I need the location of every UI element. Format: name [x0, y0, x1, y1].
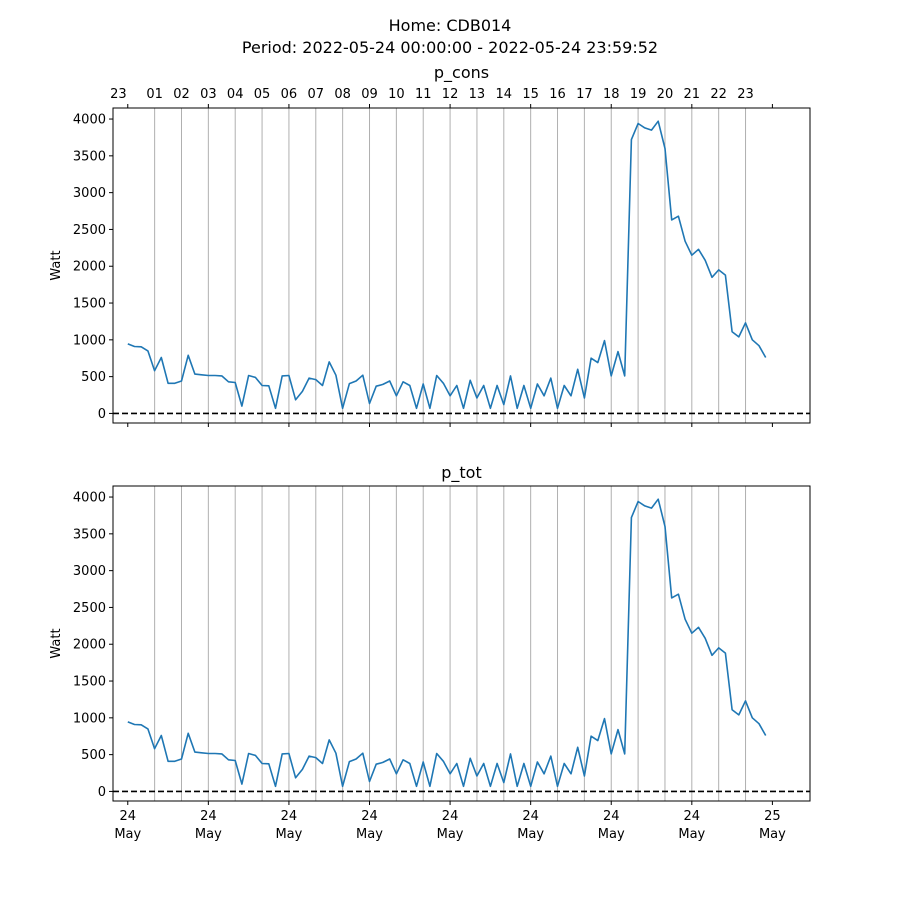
top-hour-tick-label: 18 [603, 87, 620, 102]
x-date-tick-month: May [517, 827, 544, 842]
y-tick-label: 1000 [73, 333, 106, 348]
top-hour-tick-label: 17 [576, 87, 593, 102]
x-date-tick-day: 24 [522, 809, 539, 824]
x-date-tick-day: 24 [442, 809, 459, 824]
y-tick-label: 3000 [73, 564, 106, 579]
x-date-tick-day: 24 [684, 809, 701, 824]
y-tick-label: 2500 [73, 223, 106, 238]
y-tick-label: 3000 [73, 186, 106, 201]
top-hour-tick-label: 23 [737, 87, 754, 102]
top-hour-tick-label: 16 [549, 87, 566, 102]
y-tick-label: 2500 [73, 601, 106, 616]
x-date-tick-month: May [114, 827, 141, 842]
top-hour-tick-label: 19 [630, 87, 647, 102]
p-tot-panel: 0 500 1000 1500 2000 2500 3000 3500 4000 Watt p_to… [49, 463, 811, 842]
series-line [127, 120, 767, 410]
top-hour-tick-label: 02 [173, 87, 190, 102]
top-hour-tick-label: 12 [442, 87, 459, 102]
panel-title: p_cons [434, 63, 489, 83]
top-hour-tick-label: 04 [227, 87, 244, 102]
axes-frame [112, 485, 811, 802]
top-hour-tick-label: 23 [110, 87, 127, 102]
y-tick-label: 0 [98, 785, 106, 800]
x-date-tick-day: 24 [361, 809, 378, 824]
x-date-tick-month: May [759, 827, 786, 842]
x-date-tick-month: May [275, 827, 302, 842]
series-line [127, 498, 767, 788]
top-hour-tick-label: 21 [684, 87, 701, 102]
y-tick-label: 1500 [73, 675, 106, 690]
figure-title-line1: Home: CDB014 [389, 16, 512, 35]
top-hour-tick-label: 22 [710, 87, 727, 102]
figure-title-line2: Period: 2022-05-24 00:00:00 - 2022-05-24… [242, 38, 658, 57]
top-hour-tick-label: 13 [469, 87, 486, 102]
top-hour-tick-label: 01 [146, 87, 163, 102]
x-date-tick-month: May [356, 827, 383, 842]
x-date-tick-day: 24 [119, 809, 136, 824]
y-tick-label: 1500 [73, 297, 106, 312]
y-tick-label: 4000 [73, 491, 106, 506]
x-date-tick-day: 24 [281, 809, 298, 824]
y-axis-label: Watt [49, 628, 64, 658]
x-date-tick-day: 24 [200, 809, 217, 824]
top-hour-tick-label: 10 [388, 87, 405, 102]
top-hour-tick-label: 03 [200, 87, 217, 102]
top-hour-tick-label: 09 [361, 87, 378, 102]
y-tick-label: 3500 [73, 149, 106, 164]
x-date-tick-month: May [678, 827, 705, 842]
top-hour-tick-label: 20 [657, 87, 674, 102]
top-hour-tick-label: 08 [334, 87, 351, 102]
x-date-tick-month: May [195, 827, 222, 842]
panel-title: p_tot [441, 463, 482, 483]
top-hour-tick-label: 06 [281, 87, 298, 102]
top-hour-tick-label: 05 [254, 87, 271, 102]
y-tick-label: 500 [81, 370, 106, 385]
y-axis-label: Watt [49, 250, 64, 280]
x-date-tick-day: 25 [764, 809, 781, 824]
top-hour-tick-label: 14 [496, 87, 513, 102]
x-date-tick-month: May [598, 827, 625, 842]
y-tick-label: 2000 [73, 638, 106, 653]
x-date-tick-day: 24 [603, 809, 620, 824]
y-tick-label: 0 [98, 407, 106, 422]
y-tick-label: 3500 [73, 527, 106, 542]
y-tick-label: 500 [81, 748, 106, 763]
axes-frame [112, 107, 811, 424]
y-tick-label: 2000 [73, 260, 106, 275]
p-cons-panel: 0 500 1000 1500 2000 2500 3000 3500 4000 Watt p_co… [49, 63, 811, 427]
top-hour-tick-label: 15 [522, 87, 539, 102]
x-date-tick-month: May [437, 827, 464, 842]
top-hour-tick-label: 11 [415, 87, 432, 102]
top-hour-tick-label: 07 [308, 87, 325, 102]
y-tick-label: 1000 [73, 711, 106, 726]
y-tick-label: 4000 [73, 113, 106, 128]
